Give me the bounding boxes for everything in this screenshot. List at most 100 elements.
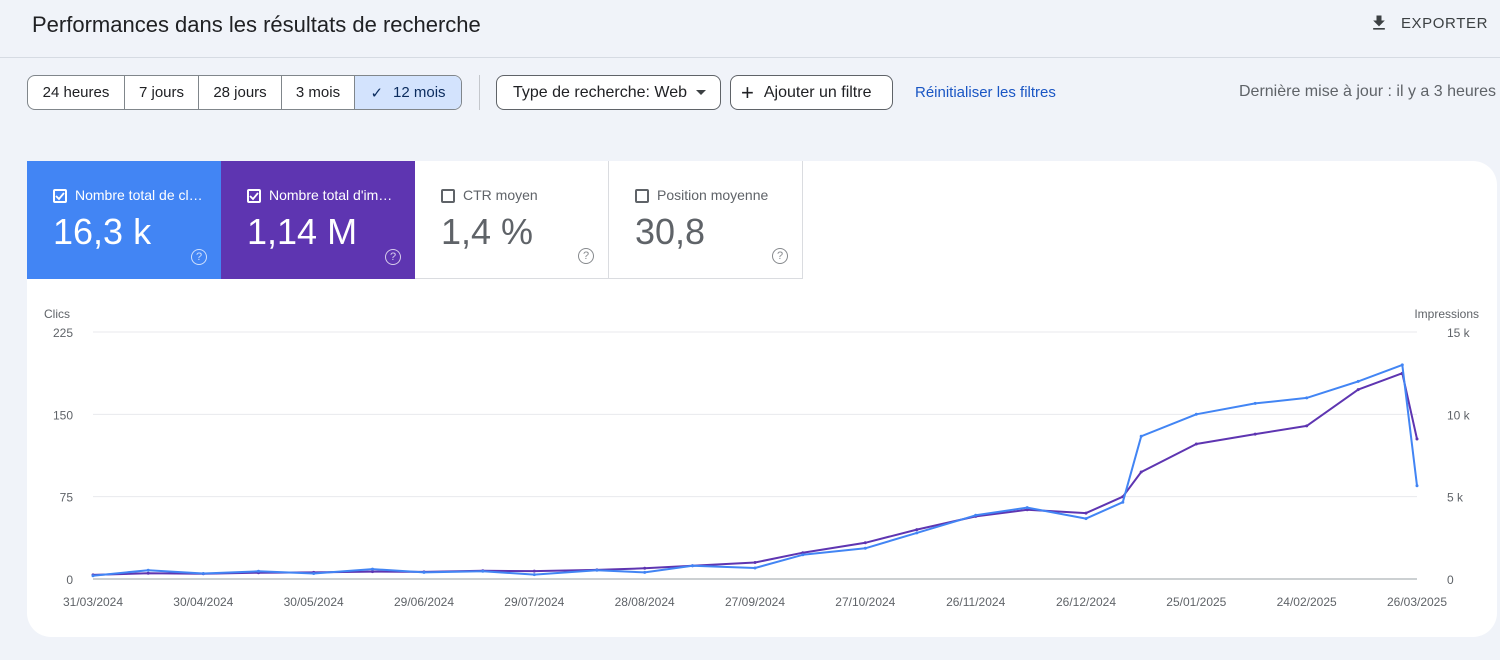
range-label: 28 jours — [213, 84, 267, 101]
left-axis-tick-label: 225 — [53, 326, 73, 340]
date-range-selector: 24 heures 7 jours 28 jours 3 mois ✓ 12 mo… — [27, 75, 462, 110]
reset-filters-link[interactable]: Réinitialiser les filtres — [915, 84, 1056, 101]
help-icon[interactable]: ? — [578, 248, 594, 264]
data-point-clics — [1305, 396, 1309, 400]
range-3m-button[interactable]: 3 mois — [282, 76, 355, 109]
range-7d-button[interactable]: 7 jours — [125, 76, 199, 109]
data-point-impressions — [643, 566, 647, 570]
data-point-clics — [422, 570, 426, 574]
data-point-clics — [691, 564, 694, 568]
x-axis-tick-label: 27/09/2024 — [725, 595, 785, 609]
checkbox-checked-icon[interactable] — [247, 189, 261, 203]
x-axis-tick-label: 26/12/2024 — [1056, 595, 1116, 609]
x-axis-tick-label: 27/10/2024 — [835, 595, 895, 609]
data-point-clics — [1400, 363, 1404, 367]
left-axis-title: Clics — [44, 307, 70, 321]
data-point-impressions — [146, 571, 150, 575]
series-line-clics — [92, 363, 1418, 577]
export-button[interactable]: EXPORTER — [1369, 10, 1488, 36]
data-point-impressions — [753, 561, 757, 564]
metric-value: 1,14 M — [247, 211, 358, 252]
data-point-clics — [1356, 379, 1360, 383]
metric-label: Position moyenne — [657, 187, 769, 203]
metric-tile-ctr[interactable]: CTR moyen 1,4 % ? — [415, 161, 609, 279]
data-point-clics — [1025, 506, 1029, 510]
left-axis-tick-label: 0 — [66, 573, 73, 587]
data-point-clics — [915, 531, 919, 535]
plus-icon: + — [741, 79, 754, 105]
checkbox-unchecked-icon[interactable] — [441, 189, 455, 203]
help-icon[interactable]: ? — [772, 248, 788, 264]
data-point-clics — [146, 568, 150, 572]
checkbox-unchecked-icon[interactable] — [635, 189, 649, 203]
metric-value: 1,4 % — [441, 211, 534, 252]
data-point-impressions — [371, 570, 374, 574]
metric-tiles: Nombre total de clics 16,3 k ? Nombre to… — [27, 161, 803, 279]
performance-chart[interactable]: 0 0 75 5 k 150 10 k 225 15 k Clics Impressions 31/… — [27, 301, 1497, 621]
range-12m-button[interactable]: ✓ 12 mois — [355, 76, 461, 109]
search-type-label: Type de recherche: Web — [513, 83, 688, 101]
metric-label: Nombre total de clics — [75, 187, 205, 203]
x-axis-tick-label: 29/06/2024 — [394, 595, 454, 609]
data-point-clics — [1253, 401, 1257, 405]
data-point-impressions — [863, 541, 867, 545]
right-axis-tick-label: 10 k — [1447, 408, 1471, 422]
metric-value: 30,8 — [635, 211, 706, 252]
checkbox-checked-icon[interactable] — [53, 189, 67, 203]
range-24h-button[interactable]: 24 heures — [28, 76, 125, 109]
data-point-clics — [1139, 434, 1143, 438]
x-axis-tick-label: 26/11/2024 — [946, 595, 1005, 609]
metric-tile-position[interactable]: Position moyenne 30,8 ? — [609, 161, 803, 279]
data-point-impressions — [1139, 470, 1143, 474]
last-update-text: Dernière mise à jour : il y a 3 heures — [1239, 83, 1496, 100]
search-type-dropdown[interactable]: Type de recherche: Web — [496, 75, 721, 110]
metric-tile-impressions[interactable]: Nombre total d'impressions 1,14 M ? — [221, 161, 415, 279]
data-point-impressions — [1356, 388, 1360, 392]
data-point-clics — [1084, 517, 1088, 521]
right-axis-tick-label: 5 k — [1447, 491, 1464, 505]
caret-down-icon — [696, 90, 706, 95]
download-icon — [1373, 15, 1385, 30]
range-label: 3 mois — [295, 84, 341, 101]
range-label: 7 jours — [138, 84, 185, 101]
check-icon: ✓ — [370, 84, 384, 102]
data-point-impressions — [1194, 442, 1198, 446]
data-point-clics — [257, 569, 260, 573]
data-point-clics — [532, 573, 536, 577]
data-point-clics — [974, 513, 978, 517]
x-axis-tick-label: 29/07/2024 — [504, 595, 564, 609]
data-point-clics — [753, 566, 757, 570]
performance-card: Nombre total de clics 16,3 k ? Nombre to… — [27, 161, 1497, 637]
metric-label: Nombre total d'impressions — [269, 187, 399, 203]
metric-tile-clicks[interactable]: Nombre total de clics 16,3 k ? — [27, 161, 221, 279]
page-header: Performances dans les résultats de reche… — [0, 0, 1500, 58]
help-icon[interactable]: ? — [385, 249, 401, 265]
x-axis-tick-label: 26/03/2025 — [1387, 595, 1447, 609]
x-axis-tick-label: 30/05/2024 — [284, 595, 344, 609]
data-point-clics — [1415, 484, 1419, 488]
export-label: EXPORTER — [1400, 14, 1488, 32]
data-point-impressions — [1415, 437, 1419, 441]
add-filter-label: Ajouter un filtre — [763, 83, 872, 101]
data-point-clics — [643, 570, 647, 574]
x-axis-tick-label: 25/01/2025 — [1166, 595, 1226, 609]
data-point-impressions — [1084, 511, 1088, 515]
data-point-impressions — [1305, 424, 1309, 428]
range-label: 24 heures — [42, 84, 110, 101]
right-axis-tick-label: 15 k — [1447, 326, 1471, 340]
data-point-clics — [595, 568, 599, 572]
range-label: 12 mois — [393, 84, 446, 101]
left-axis-tick-label: 75 — [60, 491, 74, 505]
data-point-clics — [371, 567, 374, 571]
page-title: Performances dans les résultats de reche… — [32, 12, 481, 37]
add-filter-button[interactable]: + Ajouter un filtre — [730, 75, 893, 110]
data-point-clics — [1194, 412, 1198, 416]
data-point-impressions — [532, 569, 536, 573]
range-28d-button[interactable]: 28 jours — [199, 76, 282, 109]
right-axis-title: Impressions — [1414, 307, 1479, 321]
data-point-clics — [481, 569, 485, 573]
data-point-impressions — [915, 528, 919, 532]
filter-toolbar: 24 heures 7 jours 28 jours 3 mois ✓ 12 mo… — [0, 75, 1500, 111]
right-axis-tick-label: 0 — [1447, 573, 1454, 587]
help-icon[interactable]: ? — [191, 249, 207, 265]
